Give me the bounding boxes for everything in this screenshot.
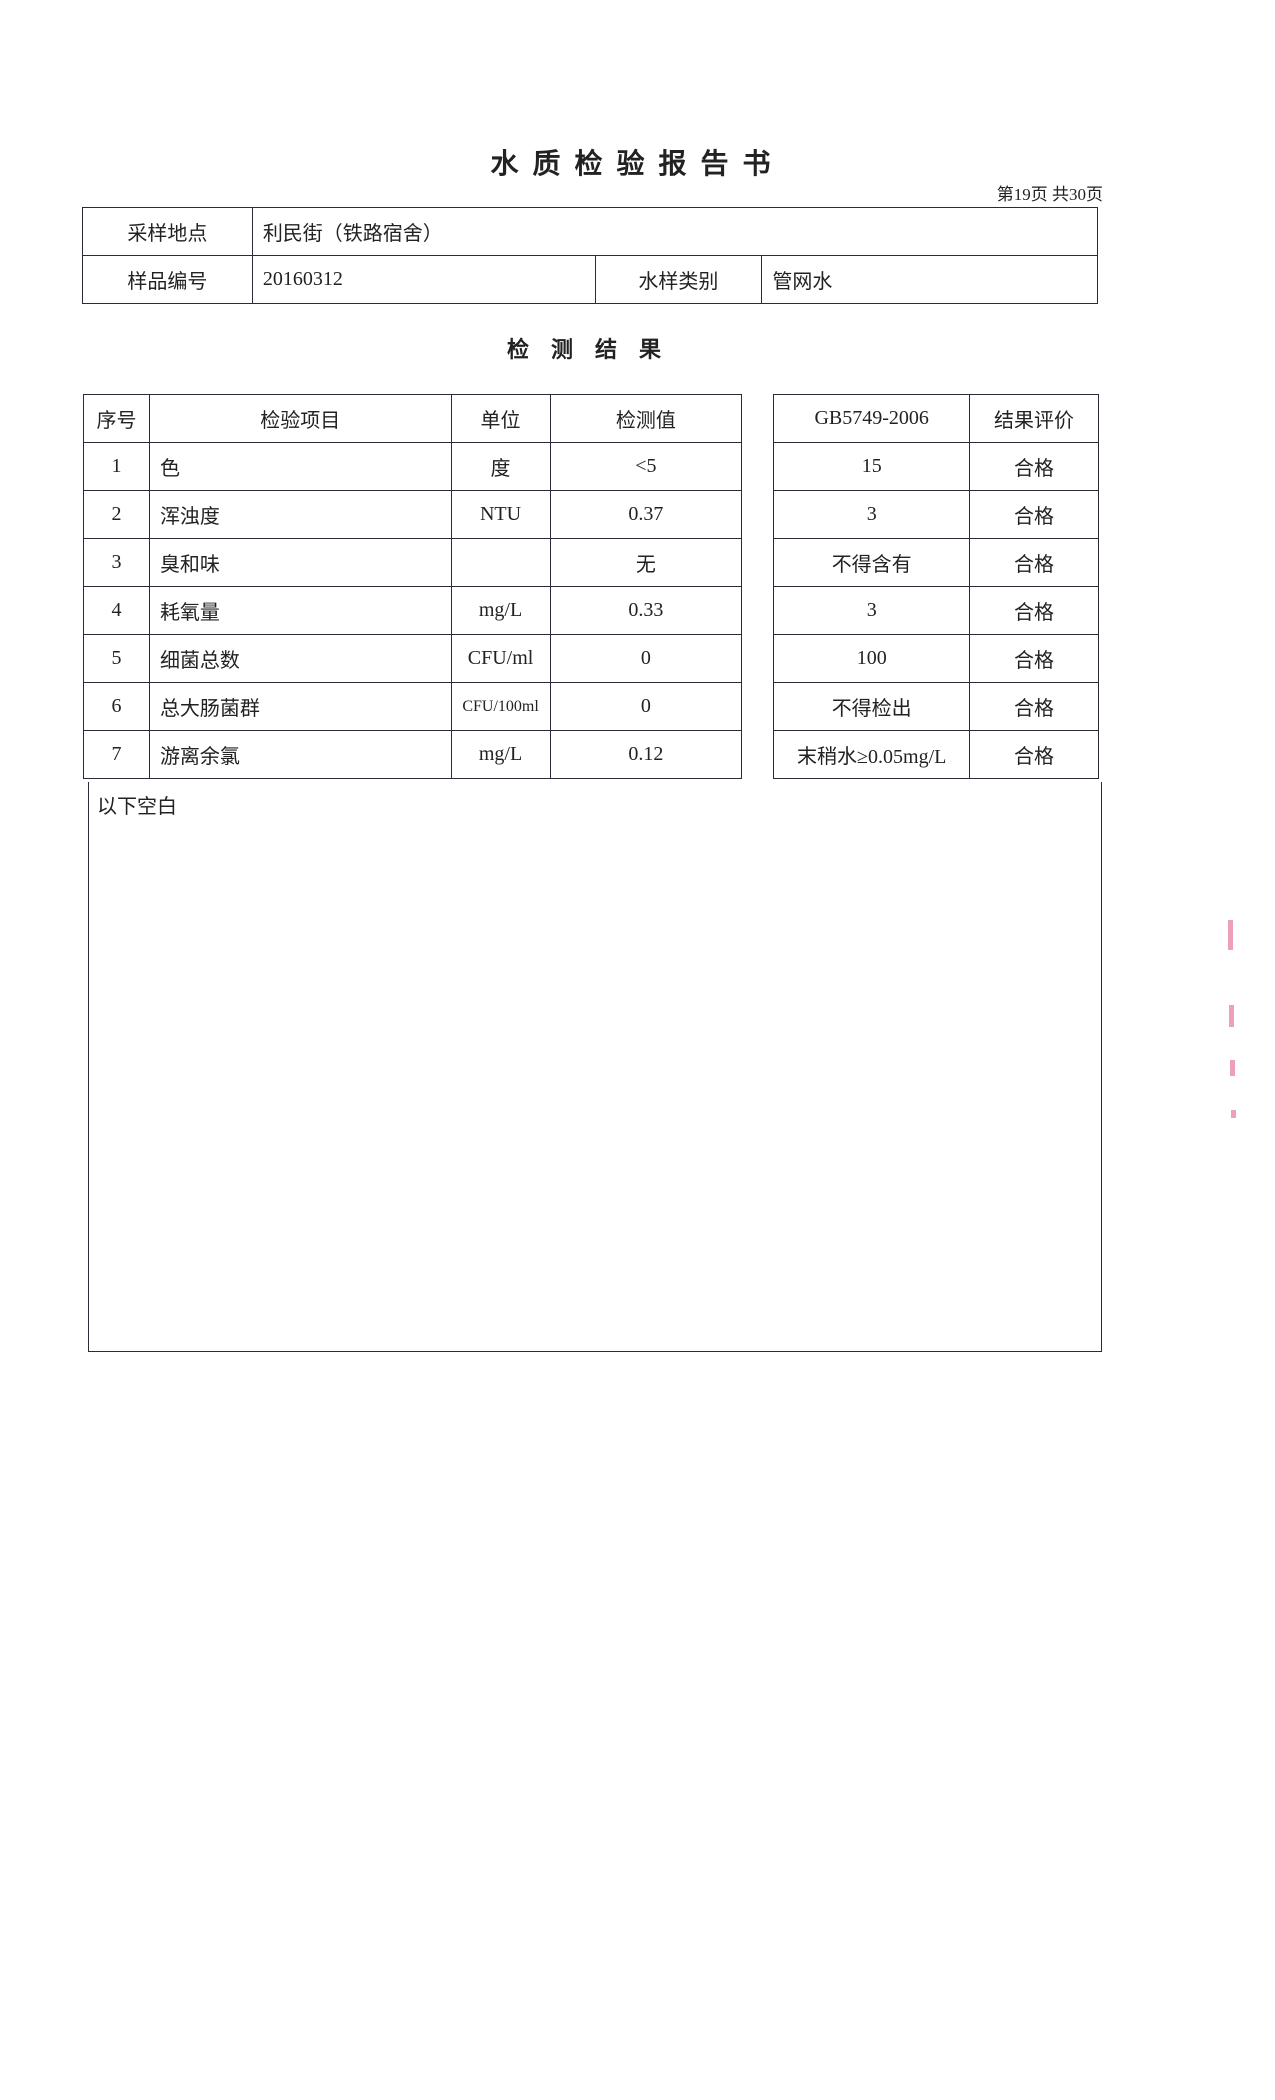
column-gap [741, 682, 775, 731]
cell-item: 细菌总数 [148, 634, 452, 683]
cell-unit: mg/L [450, 730, 551, 779]
cell-seq: 7 [83, 730, 150, 779]
table-row: 6 总大肠菌群 CFU/100ml 0 不得检出 合格 [83, 682, 1099, 731]
cell-standard: 3 [773, 586, 971, 635]
column-header-unit: 单位 [450, 394, 551, 443]
column-header-result: 结果评价 [969, 394, 1099, 443]
column-header-seq: 序号 [83, 394, 150, 443]
column-gap [741, 586, 775, 635]
stamp-mark [1230, 1060, 1235, 1076]
cell-value: 0 [549, 634, 743, 683]
water-type-label: 水样类别 [594, 255, 763, 304]
stamp-mark [1229, 1005, 1234, 1027]
results-table: 序号 检验项目 单位 检测值 GB5749-2006 结果评价 1 色度 <5 15 合格 2 浑浊度 N… [83, 394, 1099, 779]
location-label: 采样地点 [82, 207, 253, 256]
cell-unit: NTU [450, 490, 551, 539]
cell-result: 合格 [969, 730, 1099, 779]
column-gap [741, 538, 775, 587]
cell-item: 耗氧量 [148, 586, 452, 635]
cell-value: 无 [549, 538, 743, 587]
cell-result: 合格 [969, 682, 1099, 731]
table-row: 1 色度 <5 15 合格 [83, 442, 1099, 491]
section-title: 检测结果 [506, 338, 683, 363]
column-header-item: 检验项目 [148, 394, 452, 443]
location-value: 利民街（铁路宿舍） [251, 207, 1099, 256]
report-title: 水质检验报告书 [490, 147, 785, 180]
cell-unit: mg/L [450, 586, 551, 635]
cell-standard: 15 [773, 442, 971, 491]
cell-seq: 3 [83, 538, 150, 587]
page-info: 第19页 共30页 [996, 185, 1103, 204]
cell-value: 0 [549, 682, 743, 731]
blank-area: 以下空白 [88, 782, 1102, 1352]
cell-unit: 度 [450, 442, 551, 491]
stamp-mark [1231, 1110, 1236, 1118]
cell-result: 合格 [969, 442, 1099, 491]
cell-value: 0.37 [549, 490, 743, 539]
cell-result: 合格 [969, 490, 1099, 539]
cell-value: 0.12 [549, 730, 743, 779]
water-type-value: 管网水 [761, 255, 1098, 304]
remark-text: 以下空白 [97, 796, 177, 818]
cell-seq: 5 [83, 634, 150, 683]
cell-item: 浑浊度 [148, 490, 452, 539]
column-gap [741, 394, 775, 443]
cell-seq: 6 [83, 682, 150, 731]
cell-unit [450, 538, 551, 587]
cell-item: 臭和味 [148, 538, 452, 587]
column-gap [741, 634, 775, 683]
cell-result: 合格 [969, 634, 1099, 683]
cell-result: 合格 [969, 538, 1099, 587]
cell-standard: 3 [773, 490, 971, 539]
cell-value: <5 [549, 442, 743, 491]
cell-item: 游离余氯 [148, 730, 452, 779]
cell-standard: 末稍水≥0.05mg/L [773, 730, 971, 779]
stamp-mark [1228, 920, 1233, 950]
sample-no-label: 样品编号 [82, 255, 253, 304]
cell-value: 0.33 [549, 586, 743, 635]
table-row: 3 臭和味 无不得含有 合格 [83, 538, 1099, 587]
table-row: 7 游离余氯 mg/L 0.12 末稍水≥0.05mg/L 合格 [83, 730, 1099, 779]
cell-unit: CFU/ml [450, 634, 551, 683]
cell-result: 合格 [969, 586, 1099, 635]
table-row: 4 耗氧量 mg/L 0.33 3 合格 [83, 586, 1099, 635]
table-header-row: 序号 检验项目 单位 检测值 GB5749-2006 结果评价 [83, 394, 1099, 443]
cell-seq: 1 [83, 442, 150, 491]
column-gap [741, 490, 775, 539]
column-header-value: 检测值 [549, 394, 743, 443]
cell-item: 色 [148, 442, 452, 491]
cell-standard: 不得检出 [773, 682, 971, 731]
cell-standard: 不得含有 [773, 538, 971, 587]
cell-standard: 100 [773, 634, 971, 683]
table-row: 5 细菌总数 CFU/ml 0 100 合格 [83, 634, 1099, 683]
sample-info-table: 采样地点 利民街（铁路宿舍） 样品编号 20160312 水样类别 管网水 [82, 207, 1099, 304]
cell-unit: CFU/100ml [450, 682, 551, 731]
table-row: 2 浑浊度 NTU 0.37 3 合格 [83, 490, 1099, 539]
column-gap [741, 730, 775, 779]
sample-no-value: 20160312 [251, 255, 596, 304]
column-gap [741, 442, 775, 491]
cell-item: 总大肠菌群 [148, 682, 452, 731]
cell-seq: 4 [83, 586, 150, 635]
cell-seq: 2 [83, 490, 150, 539]
column-header-standard: GB5749-2006 [773, 394, 971, 443]
